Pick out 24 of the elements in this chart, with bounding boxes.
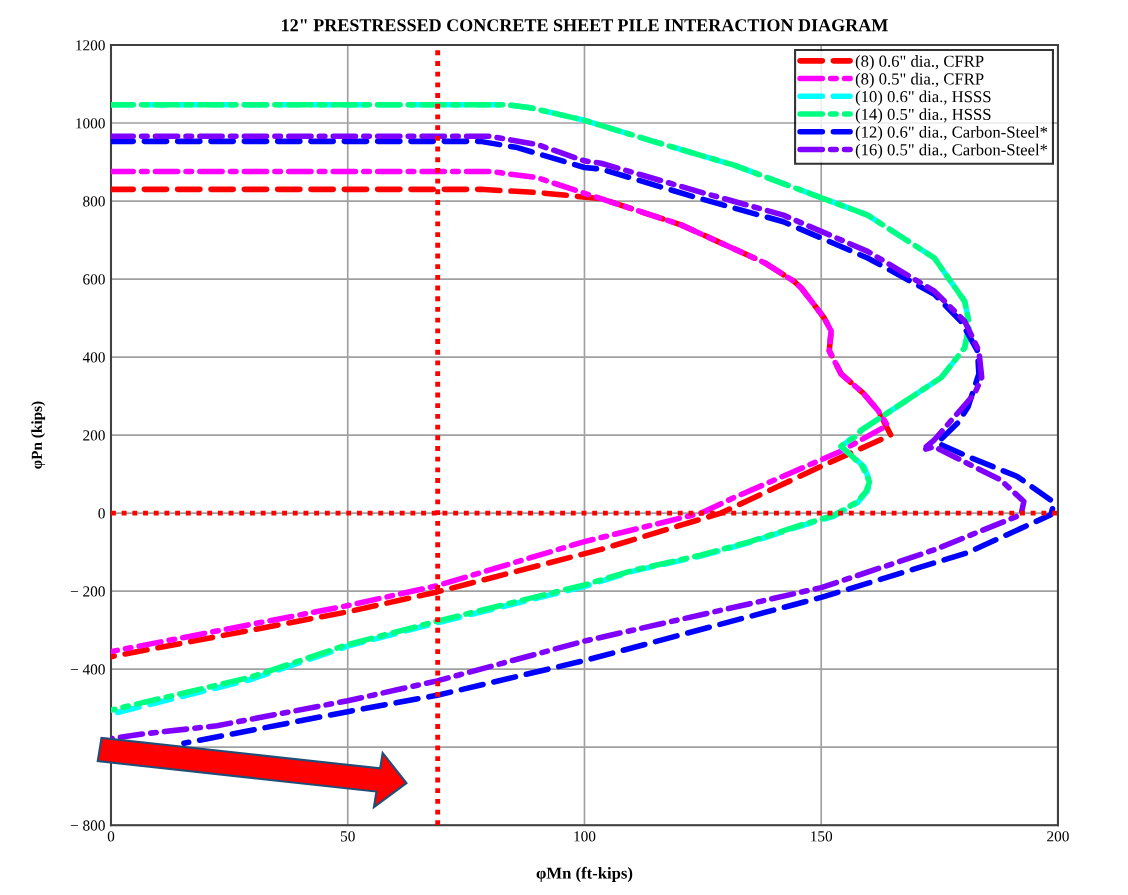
y-tick-label: 200 (83, 430, 105, 441)
y-tick-label: 1000 (76, 118, 105, 129)
y-tick-label: 800 (83, 196, 105, 207)
y-axis-title: φPn (kips) (31, 401, 46, 469)
y-tick-label: 400 (82, 352, 105, 363)
y-tick-label: 600 (83, 274, 105, 285)
legend-label: (16) 0.5" dia., Carbon-Steel* (855, 143, 1048, 159)
x-tick-label: 100 (574, 831, 596, 842)
legend-label: (8) 0.5" dia., CFRP (855, 72, 984, 88)
y-tick-label: − 200 (70, 586, 105, 597)
x-tick-label: 150 (811, 831, 833, 842)
y-tick-label: 0 (98, 508, 105, 519)
y-tick-label: − 400 (70, 664, 105, 675)
x-tick-label: 0 (107, 831, 115, 842)
x-tick-label: 200 (1047, 831, 1069, 842)
legend-label: (10) 0.6" dia., HSSS (855, 90, 991, 106)
x-tick-label: 50 (340, 831, 355, 842)
legend-label: (8) 0.6" dia., CFRP (855, 55, 984, 71)
legend-label: (14) 0.5" dia., HSSS (855, 108, 991, 124)
y-tick-label: 1200 (76, 40, 105, 51)
y-tick-label: − 800 (70, 820, 105, 831)
legend-label: (12) 0.6" dia., Carbon-Steel* (855, 125, 1048, 142)
x-axis-title: φMn (ft-kips) (536, 866, 633, 883)
chart-title: 12" PRESTRESSED CONCRETE SHEET PILE INTERACTION DIAGRAM (282, 19, 888, 32)
